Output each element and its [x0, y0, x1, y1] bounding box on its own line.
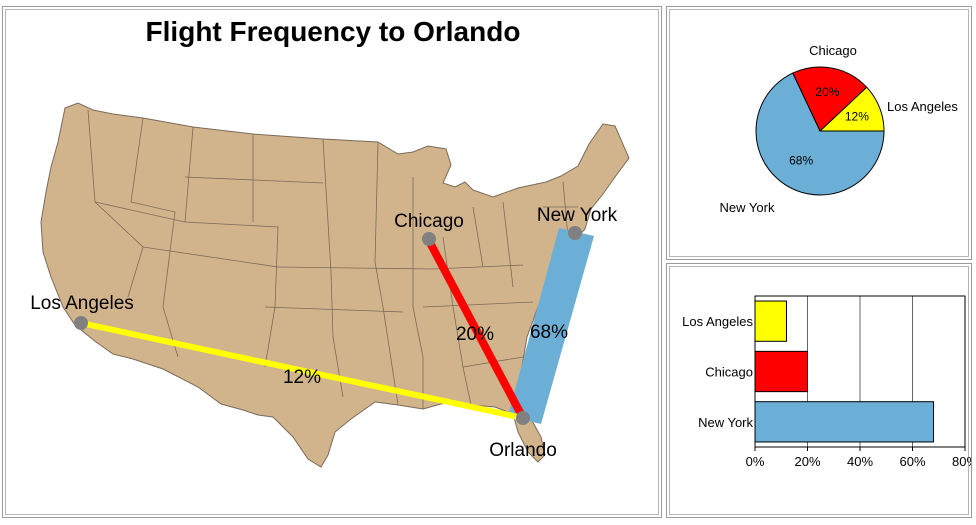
pie-category-label-new-york: New York	[720, 200, 775, 215]
new-york-percent-label: 68%	[530, 322, 568, 343]
los-angeles-marker	[74, 316, 88, 330]
pie-slice-new-york	[755, 72, 885, 196]
orlando-label: Orlando	[489, 440, 557, 461]
chicago-marker	[422, 232, 436, 246]
bar-x-tick-label: 20%	[794, 454, 820, 469]
route-new-york	[508, 228, 594, 424]
pie-value-label-chicago: 20%	[815, 85, 839, 99]
bar-x-tick-label: 40%	[847, 454, 873, 469]
los-angeles-label: Los Angeles	[30, 293, 134, 314]
map-title: Flight Frequency to Orlando	[145, 16, 521, 47]
pie-chart-panel: 12% 20% 68% New York Chicago Los Angeles	[666, 6, 972, 260]
bar-category-label-chicago: Chicago	[705, 365, 753, 380]
bar-category-label-new-york: New York	[698, 415, 753, 430]
new-york-label: New York	[537, 205, 618, 226]
pie-category-label-chicago: Chicago	[809, 43, 857, 58]
bar-category-label-los-angeles: Los Angeles	[682, 314, 753, 329]
los-angeles-percent-label: 12%	[283, 367, 321, 388]
us-map: New York Chicago Los Angeles Orlando 68%…	[30, 102, 630, 468]
bar-x-tick-label: 60%	[899, 454, 925, 469]
bar-los-angeles	[754, 300, 787, 342]
pie-chart: 12% 20% 68% New York Chicago Los Angeles	[720, 43, 959, 215]
state-borders	[87, 109, 578, 409]
bar-chicago	[754, 350, 808, 393]
pie-category-label-los-angeles: Los Angeles	[887, 99, 958, 114]
bar-x-tick-label: 0%	[746, 454, 765, 469]
pie-value-label-new-york: 68%	[789, 154, 813, 168]
route-los-angeles	[80, 320, 524, 421]
new-york-marker	[568, 226, 582, 240]
bar-chart-panel: 0% 20% 40% 60% 80% New York Chicago Los Angeles	[666, 263, 972, 518]
orlando-marker	[516, 411, 530, 425]
pie-value-label-los-angeles: 12%	[845, 109, 869, 123]
chicago-label: Chicago	[394, 211, 464, 232]
pie-slice-chicago	[792, 66, 868, 132]
bar-x-tick-label: 80%	[952, 454, 971, 469]
bar-chart: 0% 20% 40% 60% 80% New York Chicago Los Angeles	[682, 295, 971, 469]
chicago-percent-label: 20%	[456, 324, 494, 345]
map-panel: Flight Frequency to Orlando	[2, 6, 662, 518]
route-chicago	[424, 237, 527, 420]
bar-new-york	[754, 401, 934, 443]
